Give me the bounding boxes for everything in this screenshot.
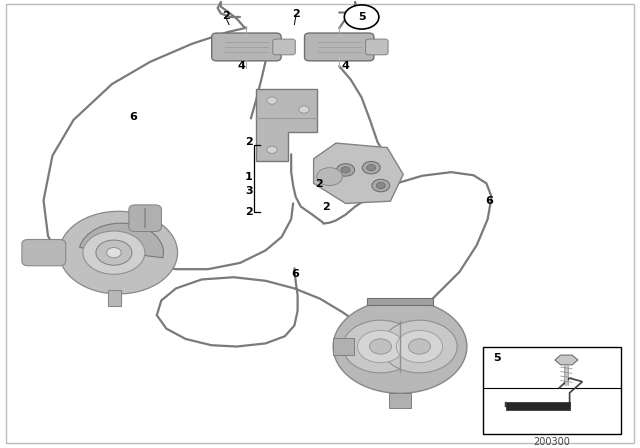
Bar <box>389 393 411 408</box>
Text: 3: 3 <box>245 186 253 196</box>
Circle shape <box>317 168 342 185</box>
Polygon shape <box>314 143 403 203</box>
Circle shape <box>96 240 132 265</box>
FancyBboxPatch shape <box>22 240 66 266</box>
Circle shape <box>408 339 431 354</box>
Polygon shape <box>555 355 578 365</box>
Bar <box>367 297 433 306</box>
Circle shape <box>367 164 376 171</box>
Text: 2: 2 <box>222 11 230 21</box>
Text: 2: 2 <box>245 137 253 147</box>
Bar <box>483 347 621 434</box>
Circle shape <box>267 146 277 153</box>
Circle shape <box>381 320 457 373</box>
Circle shape <box>267 97 277 104</box>
Circle shape <box>370 339 392 354</box>
Polygon shape <box>108 290 121 306</box>
Circle shape <box>396 330 443 363</box>
Bar <box>333 338 355 355</box>
Circle shape <box>343 320 419 373</box>
Text: 1: 1 <box>245 172 253 181</box>
Text: 200300: 200300 <box>534 437 570 447</box>
Text: 2: 2 <box>315 179 323 189</box>
Text: 5: 5 <box>358 12 365 22</box>
FancyBboxPatch shape <box>273 39 295 55</box>
Circle shape <box>344 5 379 29</box>
Circle shape <box>83 231 145 274</box>
Text: 4: 4 <box>238 61 246 71</box>
Wedge shape <box>60 211 177 294</box>
Text: 2: 2 <box>292 9 300 19</box>
Text: 6: 6 <box>292 269 300 279</box>
Circle shape <box>341 167 350 173</box>
FancyBboxPatch shape <box>212 33 281 61</box>
FancyBboxPatch shape <box>305 33 374 61</box>
Text: 4: 4 <box>342 61 349 71</box>
Text: 5: 5 <box>493 353 501 363</box>
Wedge shape <box>79 223 163 258</box>
Bar <box>506 402 570 410</box>
Circle shape <box>333 300 467 393</box>
Circle shape <box>299 106 309 113</box>
Circle shape <box>376 182 385 189</box>
Circle shape <box>357 330 404 363</box>
Text: 6: 6 <box>129 112 137 122</box>
Circle shape <box>337 164 355 176</box>
Circle shape <box>362 161 380 174</box>
FancyBboxPatch shape <box>129 205 161 232</box>
Text: 2: 2 <box>245 207 253 217</box>
Text: 6: 6 <box>486 196 493 206</box>
FancyBboxPatch shape <box>365 39 388 55</box>
Circle shape <box>372 179 390 192</box>
Circle shape <box>107 247 121 258</box>
Text: 2: 2 <box>323 202 330 211</box>
Polygon shape <box>256 90 317 161</box>
